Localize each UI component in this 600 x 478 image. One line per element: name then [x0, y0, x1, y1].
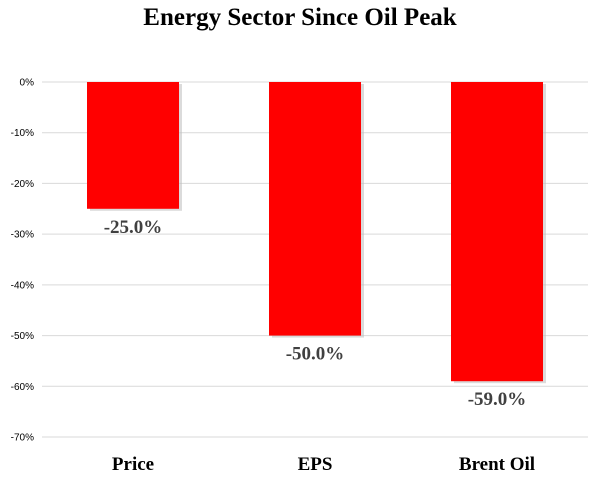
y-tick-label: -10%: [11, 128, 34, 139]
y-tick-label: -70%: [11, 433, 34, 444]
y-tick-label: -60%: [11, 382, 34, 393]
y-tick-label: -20%: [11, 179, 34, 190]
data-label: -25.0%: [104, 217, 163, 238]
y-tick-label: 0%: [20, 78, 35, 89]
y-tick-label: -30%: [11, 230, 34, 241]
y-tick-label: -40%: [11, 280, 34, 291]
data-label: -50.0%: [286, 344, 345, 365]
bar: [269, 82, 361, 336]
data-label: -59.0%: [468, 389, 527, 410]
chart-title: Energy Sector Since Oil Peak: [143, 4, 457, 31]
bar: [451, 82, 543, 382]
x-category-label: Brent Oil: [459, 454, 535, 475]
y-tick-label: -50%: [11, 331, 34, 342]
x-category-label: Price: [112, 454, 154, 475]
x-category-label: EPS: [298, 454, 333, 475]
bar: [87, 82, 179, 209]
